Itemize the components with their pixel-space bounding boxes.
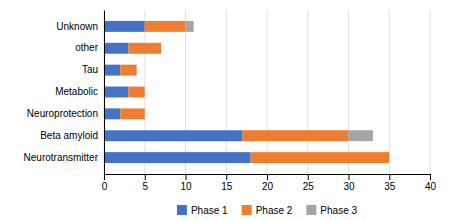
bars bbox=[104, 21, 389, 163]
y-tick: Beta amyloid bbox=[40, 130, 104, 141]
bar bbox=[104, 43, 128, 54]
y-tick-label: Neuroprotection bbox=[27, 108, 98, 119]
bar bbox=[349, 130, 373, 141]
bar bbox=[389, 152, 390, 163]
x-tick: 35 bbox=[384, 174, 396, 192]
legend-label: Phase 3 bbox=[320, 205, 357, 216]
bar bbox=[128, 43, 161, 54]
x-tick-mark bbox=[389, 174, 390, 180]
bar bbox=[186, 21, 194, 32]
bar bbox=[104, 108, 120, 119]
x-tick: 30 bbox=[343, 174, 355, 192]
legend-label: Phase 1 bbox=[191, 205, 228, 216]
y-tick-label: other bbox=[75, 42, 98, 53]
bar bbox=[104, 21, 145, 32]
legend-item: Phase 1 bbox=[177, 205, 228, 216]
legend-swatch bbox=[177, 205, 187, 215]
y-axis-line bbox=[104, 11, 105, 175]
x-tick-mark bbox=[430, 174, 431, 180]
grid-line bbox=[348, 10, 349, 174]
x-tick: 20 bbox=[262, 174, 274, 192]
series bbox=[186, 21, 373, 141]
series bbox=[104, 21, 251, 163]
x-tick-mark bbox=[104, 174, 105, 180]
legend-label: Phase 2 bbox=[256, 205, 293, 216]
x-tick-mark bbox=[349, 174, 350, 180]
legend-item: Phase 3 bbox=[306, 205, 357, 216]
x-tick-mark bbox=[226, 174, 227, 180]
x-tick: 15 bbox=[221, 174, 233, 192]
y-tick-label: Neurotransmitter bbox=[24, 152, 99, 163]
x-tick-label: 20 bbox=[262, 181, 274, 192]
bar bbox=[145, 21, 186, 32]
x-axis: 0 5 10 15 20 25 30 35 40 bbox=[102, 174, 437, 192]
chart: 0 5 10 15 20 25 30 35 40 Neurotransmitter Beta amy… bbox=[0, 0, 450, 220]
y-tick: other bbox=[75, 42, 104, 53]
x-tick: 25 bbox=[303, 174, 315, 192]
y-tick: Metabolic bbox=[55, 86, 104, 97]
bar bbox=[144, 108, 145, 119]
x-tick-label: 5 bbox=[142, 181, 148, 192]
bar bbox=[243, 130, 349, 141]
x-tick-label: 15 bbox=[221, 181, 233, 192]
y-tick-label: Unknown bbox=[56, 21, 98, 32]
grid-line bbox=[104, 10, 105, 174]
y-tick: Tau bbox=[82, 64, 104, 75]
grid-line bbox=[389, 10, 390, 174]
plot: 0 5 10 15 20 25 30 35 40 Neurotransmitter Beta amy… bbox=[24, 10, 437, 192]
x-tick: 10 bbox=[180, 174, 192, 192]
y-axis: Neurotransmitter Beta amyloid Neuroprotect… bbox=[24, 11, 105, 175]
x-tick: 5 bbox=[142, 174, 148, 192]
bar bbox=[120, 65, 136, 76]
series bbox=[120, 21, 389, 163]
legend: Phase 1 Phase 2 Phase 3 bbox=[177, 205, 358, 216]
y-tick: Unknown bbox=[56, 21, 104, 32]
bar bbox=[120, 108, 144, 119]
legend-item: Phase 2 bbox=[242, 205, 293, 216]
x-tick: 0 bbox=[102, 174, 108, 192]
bar bbox=[104, 152, 251, 163]
x-axis-line bbox=[105, 175, 431, 181]
bar bbox=[144, 87, 145, 98]
grid bbox=[104, 10, 430, 174]
grid-line bbox=[185, 10, 186, 174]
x-tick-label: 0 bbox=[102, 181, 108, 192]
bar bbox=[104, 65, 120, 76]
legend-swatch bbox=[242, 205, 252, 215]
x-tick-mark bbox=[145, 174, 146, 180]
bar bbox=[251, 152, 390, 163]
y-tick: Neuroprotection bbox=[27, 108, 104, 119]
x-tick-label: 25 bbox=[303, 181, 315, 192]
y-tick-label: Tau bbox=[82, 64, 98, 75]
x-tick: 40 bbox=[425, 174, 437, 192]
x-tick-mark bbox=[186, 174, 187, 180]
y-tick: Neurotransmitter bbox=[24, 152, 104, 163]
x-tick-label: 30 bbox=[343, 181, 355, 192]
x-tick-label: 10 bbox=[180, 181, 192, 192]
bar bbox=[136, 65, 137, 76]
y-tick-label: Beta amyloid bbox=[40, 130, 98, 141]
x-tick-mark bbox=[308, 174, 309, 180]
grid-line bbox=[226, 10, 227, 174]
x-tick-label: 40 bbox=[425, 181, 437, 192]
grid-line bbox=[267, 10, 268, 174]
x-tick-mark bbox=[267, 174, 268, 180]
grid-line bbox=[430, 10, 431, 174]
x-tick-label: 35 bbox=[384, 181, 396, 192]
grid-line bbox=[307, 10, 308, 174]
bar bbox=[128, 87, 144, 98]
legend-swatch bbox=[306, 205, 316, 215]
y-tick-label: Metabolic bbox=[55, 86, 98, 97]
bar bbox=[161, 43, 162, 54]
bar bbox=[104, 87, 128, 98]
bar bbox=[104, 130, 243, 141]
